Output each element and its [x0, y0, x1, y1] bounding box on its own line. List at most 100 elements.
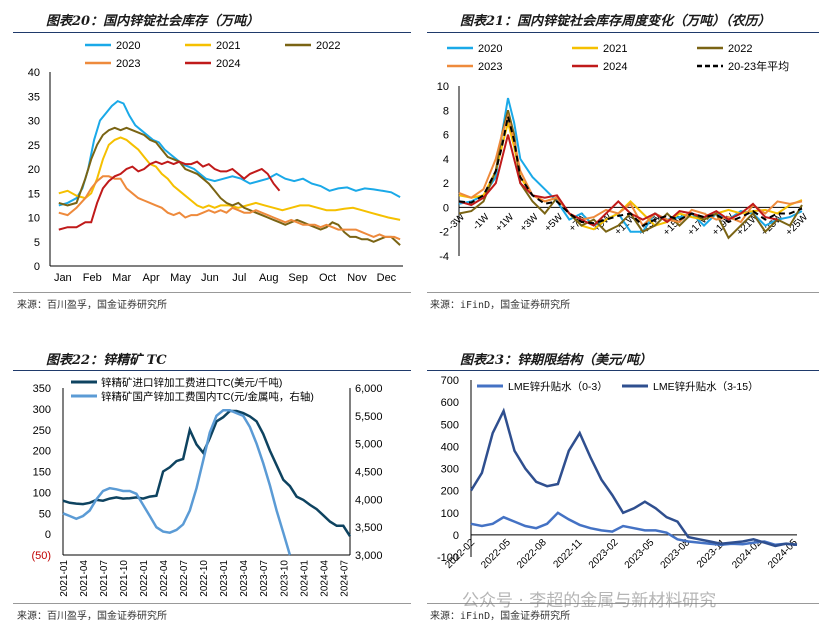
chart21-svg: 2020 2021 2022 2023 2024 20-23年平均 -4 -2 0 2 4 6 8 10 -…: [437, 43, 811, 263]
c22-ytick-1: 0: [45, 529, 51, 541]
c22-xtick-4: 2022-01: [139, 560, 150, 597]
c20-ytick-5: 25: [28, 140, 40, 152]
c22-y2tick-5: 5,500: [355, 411, 383, 423]
chart23-source: 来源：iFinD，国金证券研究所: [430, 611, 571, 622]
c21-xtick-4: +5W: [543, 211, 566, 234]
c20-xtick-8: Sep: [288, 272, 308, 284]
c22-y2tick-4: 5,000: [355, 439, 383, 451]
c21-legend-label-0: 2020: [478, 43, 502, 55]
c23-ytick-4: 300: [441, 464, 459, 476]
c21-xtick-0: -3W: [446, 211, 467, 232]
c22-xtick-8: 2023-01: [219, 560, 230, 597]
c23-ytick-8: 700: [441, 375, 459, 387]
c20-series-2021: [58, 136, 401, 221]
chart20-source: 来源：百川盈孚，国金证券研究所: [17, 300, 167, 311]
c23-legend-label-1: LME锌升贴水（3-15）: [653, 380, 759, 393]
c20-xtick-0: Jan: [54, 272, 72, 284]
c22-ytick-5: 200: [33, 446, 51, 458]
c20-ytick-7: 35: [28, 91, 40, 103]
c22-xtick-2: 2021-07: [99, 560, 110, 597]
c22-ytick-8: 350: [33, 383, 51, 395]
c21-ytick-7: 10: [437, 81, 449, 93]
c21-series-2: [458, 110, 803, 240]
c23-ytick-3: 200: [441, 486, 459, 498]
chart23-source-rule: [427, 603, 819, 604]
c22-legend-label-1: 锌精矿国产锌加工费国内TC(元/金属吨，右轴): [101, 390, 314, 403]
c22-series-0: [62, 409, 352, 537]
c20-legend-label-3: 2023: [116, 58, 140, 70]
c21-ytick-6: 8: [443, 105, 449, 117]
c20-ytick-6: 30: [28, 116, 40, 128]
c21-legend-label-2: 2022: [728, 43, 752, 55]
chart20-title-rule: [13, 32, 411, 33]
c22-ytick-3: 100: [33, 487, 51, 499]
c22-legend-label-0: 锌精矿进口锌加工费进口TC(美元/千吨): [101, 376, 282, 389]
chart20-source-rule: [13, 292, 411, 293]
c22-xtick-14: 2024-07: [339, 560, 350, 597]
chart23-title-rule: [427, 370, 819, 371]
c21-xtick-2: +1W: [494, 211, 517, 234]
c20-legend-label-1: 2021: [216, 40, 240, 52]
c21-legend-label-4: 2024: [603, 61, 627, 73]
chart22-title-rule: [13, 370, 411, 371]
c23-xtick-2: 2022-08: [515, 537, 549, 571]
c22-xtick-1: 2021-04: [79, 560, 90, 597]
c20-series-2023: [58, 175, 401, 241]
chart21-title: 图表21：国内锌锭社会库存周度变化（万吨）（农历）: [460, 14, 771, 29]
c20-xtick-9: Oct: [319, 272, 336, 284]
c22-xtick-7: 2022-10: [199, 560, 210, 597]
c23-xtick-4: 2023-02: [587, 537, 621, 571]
c20-ytick-1: 5: [34, 237, 40, 249]
c22-ytick-7: 300: [33, 404, 51, 416]
chart23-title: 图表23：锌期限结构（美元/吨）: [460, 353, 652, 368]
c23-xtick-3: 2022-11: [551, 537, 585, 571]
c22-y2tick-6: 6,000: [355, 383, 383, 395]
c23-ytick-0: -100: [437, 552, 459, 564]
c21-xtick-1: -1W: [471, 211, 492, 232]
c22-xtick-11: 2023-10: [279, 560, 290, 597]
c21-ytick-4: 4: [443, 154, 449, 166]
c21-ytick-5: 6: [443, 130, 449, 142]
c21-ytick-2: 0: [443, 202, 449, 214]
c22-ytick-0: (50): [31, 550, 51, 562]
c23-xtick-1: 2022-05: [479, 537, 513, 571]
c23-ytick-7: 600: [441, 397, 459, 409]
c22-xtick-3: 2021-10: [119, 560, 130, 597]
c20-ytick-3: 15: [28, 188, 40, 200]
c22-y2tick-0: 3,000: [355, 550, 383, 562]
c22-y2tick-1: 3,500: [355, 522, 383, 534]
chart20-title: 图表20：国内锌锭社会库存（万吨）: [46, 14, 260, 29]
c23-ytick-5: 400: [441, 441, 459, 453]
c20-ytick-0: 0: [34, 261, 40, 273]
c23-xtick-9: 2024-05: [766, 537, 800, 571]
c21-xtick-3: +3W: [518, 211, 541, 234]
c20-xtick-3: Apr: [143, 272, 160, 284]
c23-legend-label-0: LME锌升贴水（0-3）: [508, 380, 608, 393]
c20-xtick-10: Nov: [347, 272, 367, 284]
c20-xtick-4: May: [170, 272, 191, 284]
c23-series-0: [470, 511, 798, 547]
chart22-title: 图表22：锌精矿 TC: [46, 353, 167, 368]
c22-xtick-10: 2023-07: [259, 560, 270, 597]
c20-xtick-7: Aug: [259, 272, 279, 284]
c23-ytick-6: 500: [441, 419, 459, 431]
c20-xtick-5: Jun: [201, 272, 219, 284]
chart22-source: 来源：百川盈孚，国金证券研究所: [17, 611, 167, 622]
chart22-source-rule: [13, 603, 411, 604]
chart20-svg: 2020 2021 2022 2023 2024 0 5 10 15 20 25 30 35 40 Jan F…: [28, 40, 403, 284]
c22-ytick-4: 150: [33, 467, 51, 479]
c22-ytick-6: 250: [33, 425, 51, 437]
c20-xtick-11: Dec: [377, 272, 397, 284]
c20-ytick-2: 10: [28, 213, 40, 225]
c22-xtick-5: 2022-04: [159, 560, 170, 597]
c21-ytick-0: -4: [439, 251, 449, 263]
c20-series-2020: [58, 99, 401, 207]
c20-xtick-1: Feb: [83, 272, 102, 284]
c22-xtick-0: 2021-01: [59, 560, 70, 597]
c20-ytick-4: 20: [28, 164, 40, 176]
c20-ytick-8: 40: [28, 67, 40, 79]
c20-xtick-6: Jul: [232, 272, 246, 284]
c20-xtick-2: Mar: [112, 272, 131, 284]
c22-xtick-9: 2023-04: [239, 560, 250, 597]
